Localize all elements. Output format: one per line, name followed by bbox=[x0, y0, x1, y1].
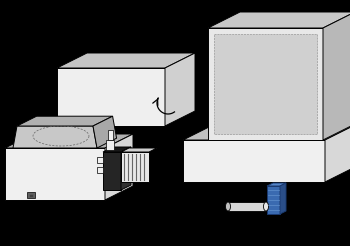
Polygon shape bbox=[97, 157, 103, 163]
Ellipse shape bbox=[264, 202, 268, 211]
Polygon shape bbox=[57, 53, 195, 68]
Ellipse shape bbox=[225, 202, 231, 211]
Polygon shape bbox=[121, 148, 157, 152]
Polygon shape bbox=[17, 116, 113, 126]
Polygon shape bbox=[238, 116, 268, 140]
Polygon shape bbox=[267, 183, 286, 186]
Polygon shape bbox=[97, 167, 103, 173]
Polygon shape bbox=[105, 134, 133, 200]
Polygon shape bbox=[106, 140, 114, 150]
Polygon shape bbox=[208, 12, 350, 28]
Polygon shape bbox=[29, 194, 33, 197]
Polygon shape bbox=[103, 147, 131, 152]
Polygon shape bbox=[27, 192, 35, 198]
Polygon shape bbox=[13, 126, 97, 148]
Polygon shape bbox=[228, 202, 266, 211]
Polygon shape bbox=[121, 152, 149, 182]
Polygon shape bbox=[165, 53, 195, 126]
Polygon shape bbox=[5, 148, 105, 200]
Polygon shape bbox=[57, 68, 165, 126]
Polygon shape bbox=[208, 28, 323, 140]
Polygon shape bbox=[268, 110, 280, 140]
Polygon shape bbox=[238, 110, 280, 116]
Polygon shape bbox=[93, 116, 117, 148]
Polygon shape bbox=[121, 147, 131, 190]
Polygon shape bbox=[108, 130, 113, 140]
Polygon shape bbox=[103, 152, 121, 190]
Polygon shape bbox=[323, 12, 350, 140]
Polygon shape bbox=[183, 140, 325, 182]
Polygon shape bbox=[325, 120, 350, 182]
Polygon shape bbox=[280, 183, 286, 214]
Polygon shape bbox=[183, 120, 350, 140]
Polygon shape bbox=[214, 34, 317, 134]
Polygon shape bbox=[5, 134, 133, 148]
Polygon shape bbox=[242, 113, 270, 116]
Polygon shape bbox=[267, 186, 280, 214]
